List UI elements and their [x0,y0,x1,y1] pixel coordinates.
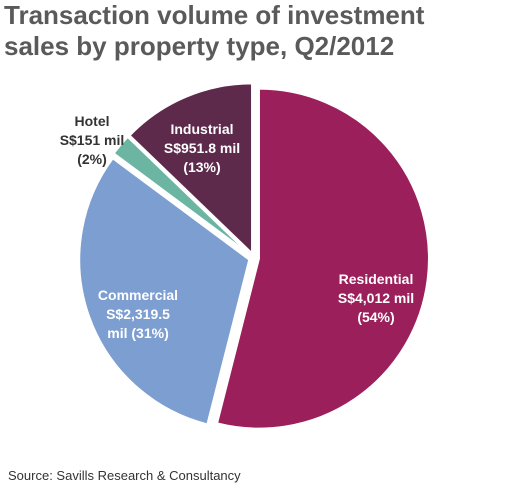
slice-label-hotel: Hotel S$151 mil (2%) [60,113,125,167]
pie-slice-commercial [78,156,251,426]
chart-title-line-2: sales by property type, Q2/2012 [4,31,395,61]
slice-label-industrial: Industrial S$951.8 mil (13%) [164,121,240,175]
chart-title: Transaction volume of investment sales b… [4,0,504,62]
pie-slice-residential [215,87,430,430]
source-note: Source: Savills Research & Consultancy [8,468,241,483]
pie-slice-industrial [128,82,254,256]
slice-label-residential: Residential S$4,012 mil (54%) [338,271,414,325]
chart-title-line-1: Transaction volume of investment [4,0,425,30]
slice-label-commercial: Commercial S$2,319.5 mil (31%) [98,287,178,341]
pie-slice-hotel [112,135,251,256]
